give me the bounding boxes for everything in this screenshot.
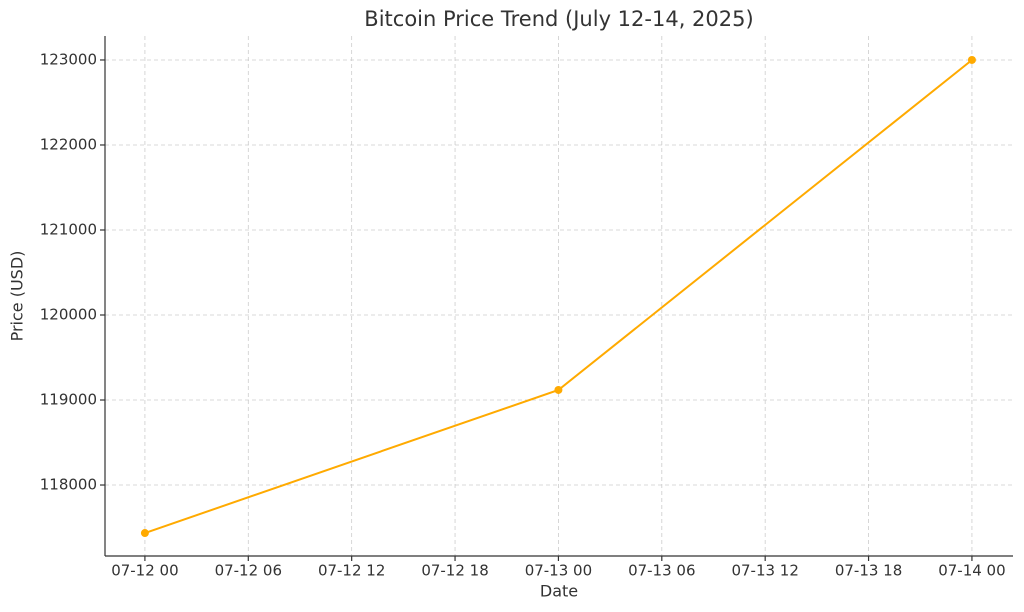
- x-tick-label: 07-13 06: [628, 562, 695, 580]
- x-tick-label: 07-12 06: [215, 562, 282, 580]
- x-tick-label: 07-13 12: [731, 562, 798, 580]
- x-axis-label: Date: [540, 582, 578, 601]
- point: [967, 55, 976, 64]
- y-tick-label: 121000: [40, 220, 97, 238]
- y-tick-label: 119000: [40, 391, 97, 409]
- point: [554, 385, 563, 394]
- x-tick-label: 07-12 12: [318, 562, 385, 580]
- chart-title: Bitcoin Price Trend (July 12-14, 2025): [364, 7, 753, 31]
- point: [140, 529, 149, 538]
- x-tick-label: 07-14 00: [938, 562, 1005, 580]
- x-tick-label: 07-12 18: [421, 562, 488, 580]
- y-tick-label: 120000: [40, 305, 97, 323]
- y-tick-label: 123000: [40, 50, 97, 68]
- x-tick-label: 07-13 00: [525, 562, 592, 580]
- y-tick-label: 122000: [40, 135, 97, 153]
- x-tick-label: 07-12 00: [111, 562, 178, 580]
- y-tick-label: 118000: [40, 476, 97, 494]
- y-axis-label: Price (USD): [8, 251, 27, 342]
- x-tick-label: 07-13 18: [835, 562, 902, 580]
